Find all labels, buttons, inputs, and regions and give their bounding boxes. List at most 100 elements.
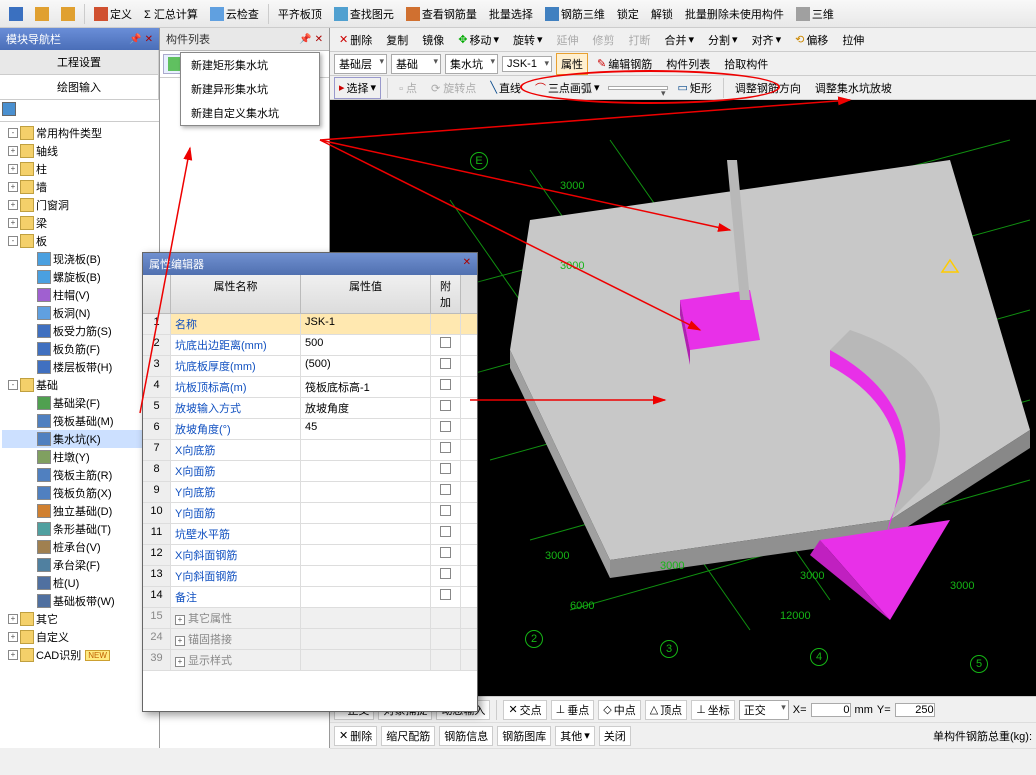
prop-row[interactable]: 2坑底出边距离(mm)500 [143, 335, 477, 356]
tb-unlock[interactable]: 解锁 [646, 3, 678, 25]
tree-node[interactable]: +柱 [2, 160, 157, 178]
tree-node[interactable]: +梁 [2, 214, 157, 232]
stat-cross[interactable]: ✕交点 [503, 700, 546, 720]
tree-node[interactable]: +CAD识别NEW [2, 646, 157, 664]
tb-3d[interactable]: 三维 [791, 3, 839, 25]
tree-node[interactable]: 板洞(N) [2, 304, 157, 322]
tb-find[interactable]: 查找图元 [329, 3, 399, 25]
stat-lib[interactable]: 钢筋图库 [497, 726, 551, 746]
stat-scale[interactable]: 缩尺配筋 [381, 726, 435, 746]
menu-new-shape[interactable]: 新建异形集水坑 [181, 77, 319, 101]
menu-new-custom[interactable]: 新建自定义集水坑 [181, 101, 319, 125]
prop-row[interactable]: 8X向面筋 [143, 461, 477, 482]
tree-node[interactable]: -基础 [2, 376, 157, 394]
tree-node[interactable]: 筏板负筋(X) [2, 484, 157, 502]
btn-adj-rebar[interactable]: 调整钢筋方向 [730, 77, 806, 99]
combo-comp[interactable]: JSK-1 [502, 56, 552, 72]
tb-rotate[interactable]: 旋转▾ [508, 29, 548, 51]
tree-node[interactable]: +自定义 [2, 628, 157, 646]
stat-del[interactable]: ✕删除 [334, 726, 377, 746]
combo-arc-opt[interactable] [608, 86, 668, 90]
btn-line[interactable]: ╲直线 [485, 77, 526, 99]
stat-other[interactable]: 其他▾ [555, 726, 595, 746]
tree-node[interactable]: +墙 [2, 178, 157, 196]
prop-row[interactable]: 5放坡输入方式放坡角度 [143, 398, 477, 419]
tb-sum[interactable]: Σ 汇总计算 [139, 3, 203, 25]
tb-rebar3d[interactable]: 钢筋三维 [540, 3, 610, 25]
tree-node[interactable]: 承台梁(F) [2, 556, 157, 574]
tb-cloud[interactable]: 云检查 [205, 3, 264, 25]
tree-node[interactable]: -板 [2, 232, 157, 250]
tb-stretch[interactable]: 拉伸 [837, 29, 869, 51]
tree-node[interactable]: -常用构件类型 [2, 124, 157, 142]
tree-node[interactable]: +门窗洞 [2, 196, 157, 214]
pin-icon[interactable] [299, 33, 311, 45]
tree-node[interactable]: 基础梁(F) [2, 394, 157, 412]
tb-define[interactable]: 定义 [89, 3, 137, 25]
tb-offset[interactable]: ⟲偏移 [790, 29, 833, 51]
prop-row[interactable]: 1名称JSK-1 [143, 314, 477, 335]
pin-icon[interactable] [129, 33, 141, 45]
tree-node[interactable]: 桩承台(V) [2, 538, 157, 556]
tb-batch-sel[interactable]: 批量选择 [484, 3, 538, 25]
tree-node[interactable]: 板负筋(F) [2, 340, 157, 358]
tb-redo-icon[interactable] [56, 4, 80, 24]
tb-mirror[interactable]: 镜像 [417, 29, 449, 51]
prop-row[interactable]: 7X向底筋 [143, 440, 477, 461]
close-icon[interactable] [463, 256, 471, 272]
tree-node[interactable]: +其它 [2, 610, 157, 628]
tb-break[interactable]: 打断 [624, 29, 656, 51]
tb-split[interactable]: 分割▾ [703, 29, 743, 51]
toggle-icon[interactable] [2, 102, 16, 116]
prop-row[interactable]: 13Y向斜面钢筋 [143, 566, 477, 587]
tb-undo-icon[interactable] [30, 4, 54, 24]
tb-move[interactable]: ✥移动▾ [453, 29, 504, 51]
prop-row[interactable]: 9Y向底筋 [143, 482, 477, 503]
tb-trim[interactable]: 修剪 [588, 29, 620, 51]
tab-draw-input[interactable]: 绘图输入 [0, 75, 159, 99]
prop-title-bar[interactable]: 属性编辑器 [143, 253, 477, 275]
tb-save-icon[interactable] [4, 4, 28, 24]
close-icon[interactable] [315, 33, 323, 45]
tb-align[interactable]: 对齐▾ [747, 29, 787, 51]
tree-node[interactable]: 楼层板带(H) [2, 358, 157, 376]
tree-node[interactable]: 柱墩(Y) [2, 448, 157, 466]
tree-node[interactable]: 板受力筋(S) [2, 322, 157, 340]
prop-group-row[interactable]: 39+显示样式 [143, 650, 477, 671]
btn-select[interactable]: ▸选择▾ [334, 77, 381, 99]
tree-node[interactable]: 现浇板(B) [2, 250, 157, 268]
combo-type[interactable]: 集水坑 [445, 54, 498, 74]
tb-batch-del[interactable]: 批量删除未使用构件 [680, 3, 789, 25]
prop-group-row[interactable]: 24+锚固搭接 [143, 629, 477, 650]
tb-merge[interactable]: 合并▾ [660, 29, 700, 51]
stat-info[interactable]: 钢筋信息 [439, 726, 493, 746]
btn-rect[interactable]: ▭矩形 [672, 77, 716, 99]
tree-node[interactable]: 条形基础(T) [2, 520, 157, 538]
prop-row[interactable]: 4坑板顶标高(m)筏板底标高-1 [143, 377, 477, 398]
tree-node[interactable]: 桩(U) [2, 574, 157, 592]
prop-row[interactable]: 6放坡角度(°)45 [143, 419, 477, 440]
tb-flat[interactable]: 平齐板顶 [273, 3, 327, 25]
btn-point[interactable]: ▫ 点 [394, 77, 422, 99]
tb-view-rebar[interactable]: 查看钢筋量 [401, 3, 482, 25]
prop-row[interactable]: 14备注 [143, 587, 477, 608]
btn-comp-list[interactable]: 构件列表 [661, 53, 715, 75]
prop-row[interactable]: 12X向斜面钢筋 [143, 545, 477, 566]
tb-lock[interactable]: 锁定 [612, 3, 644, 25]
tree-node[interactable]: 独立基础(D) [2, 502, 157, 520]
menu-new-rect[interactable]: 新建矩形集水坑 [181, 53, 319, 77]
tb-delete[interactable]: ✕删除 [334, 29, 377, 51]
tb-extend[interactable]: 延伸 [552, 29, 584, 51]
combo-cat[interactable]: 基础 [391, 54, 441, 74]
prop-row[interactable]: 10Y向面筋 [143, 503, 477, 524]
btn-props[interactable]: 属性 [556, 53, 588, 75]
tree-node[interactable]: 集水坑(K) [2, 430, 157, 448]
btn-arc[interactable]: ⌒三点画弧▾ [530, 77, 605, 99]
tree-node[interactable]: +轴线 [2, 142, 157, 160]
btn-adj-slope[interactable]: 调整集水坑放坡 [810, 77, 897, 99]
stat-mid[interactable]: ◇中点 [598, 700, 640, 720]
tree-node[interactable]: 基础板带(W) [2, 592, 157, 610]
tree-node[interactable]: 螺旋板(B) [2, 268, 157, 286]
tree-node[interactable]: 筏板主筋(R) [2, 466, 157, 484]
btn-edit-rebar[interactable]: ✎编辑钢筋 [592, 53, 657, 75]
